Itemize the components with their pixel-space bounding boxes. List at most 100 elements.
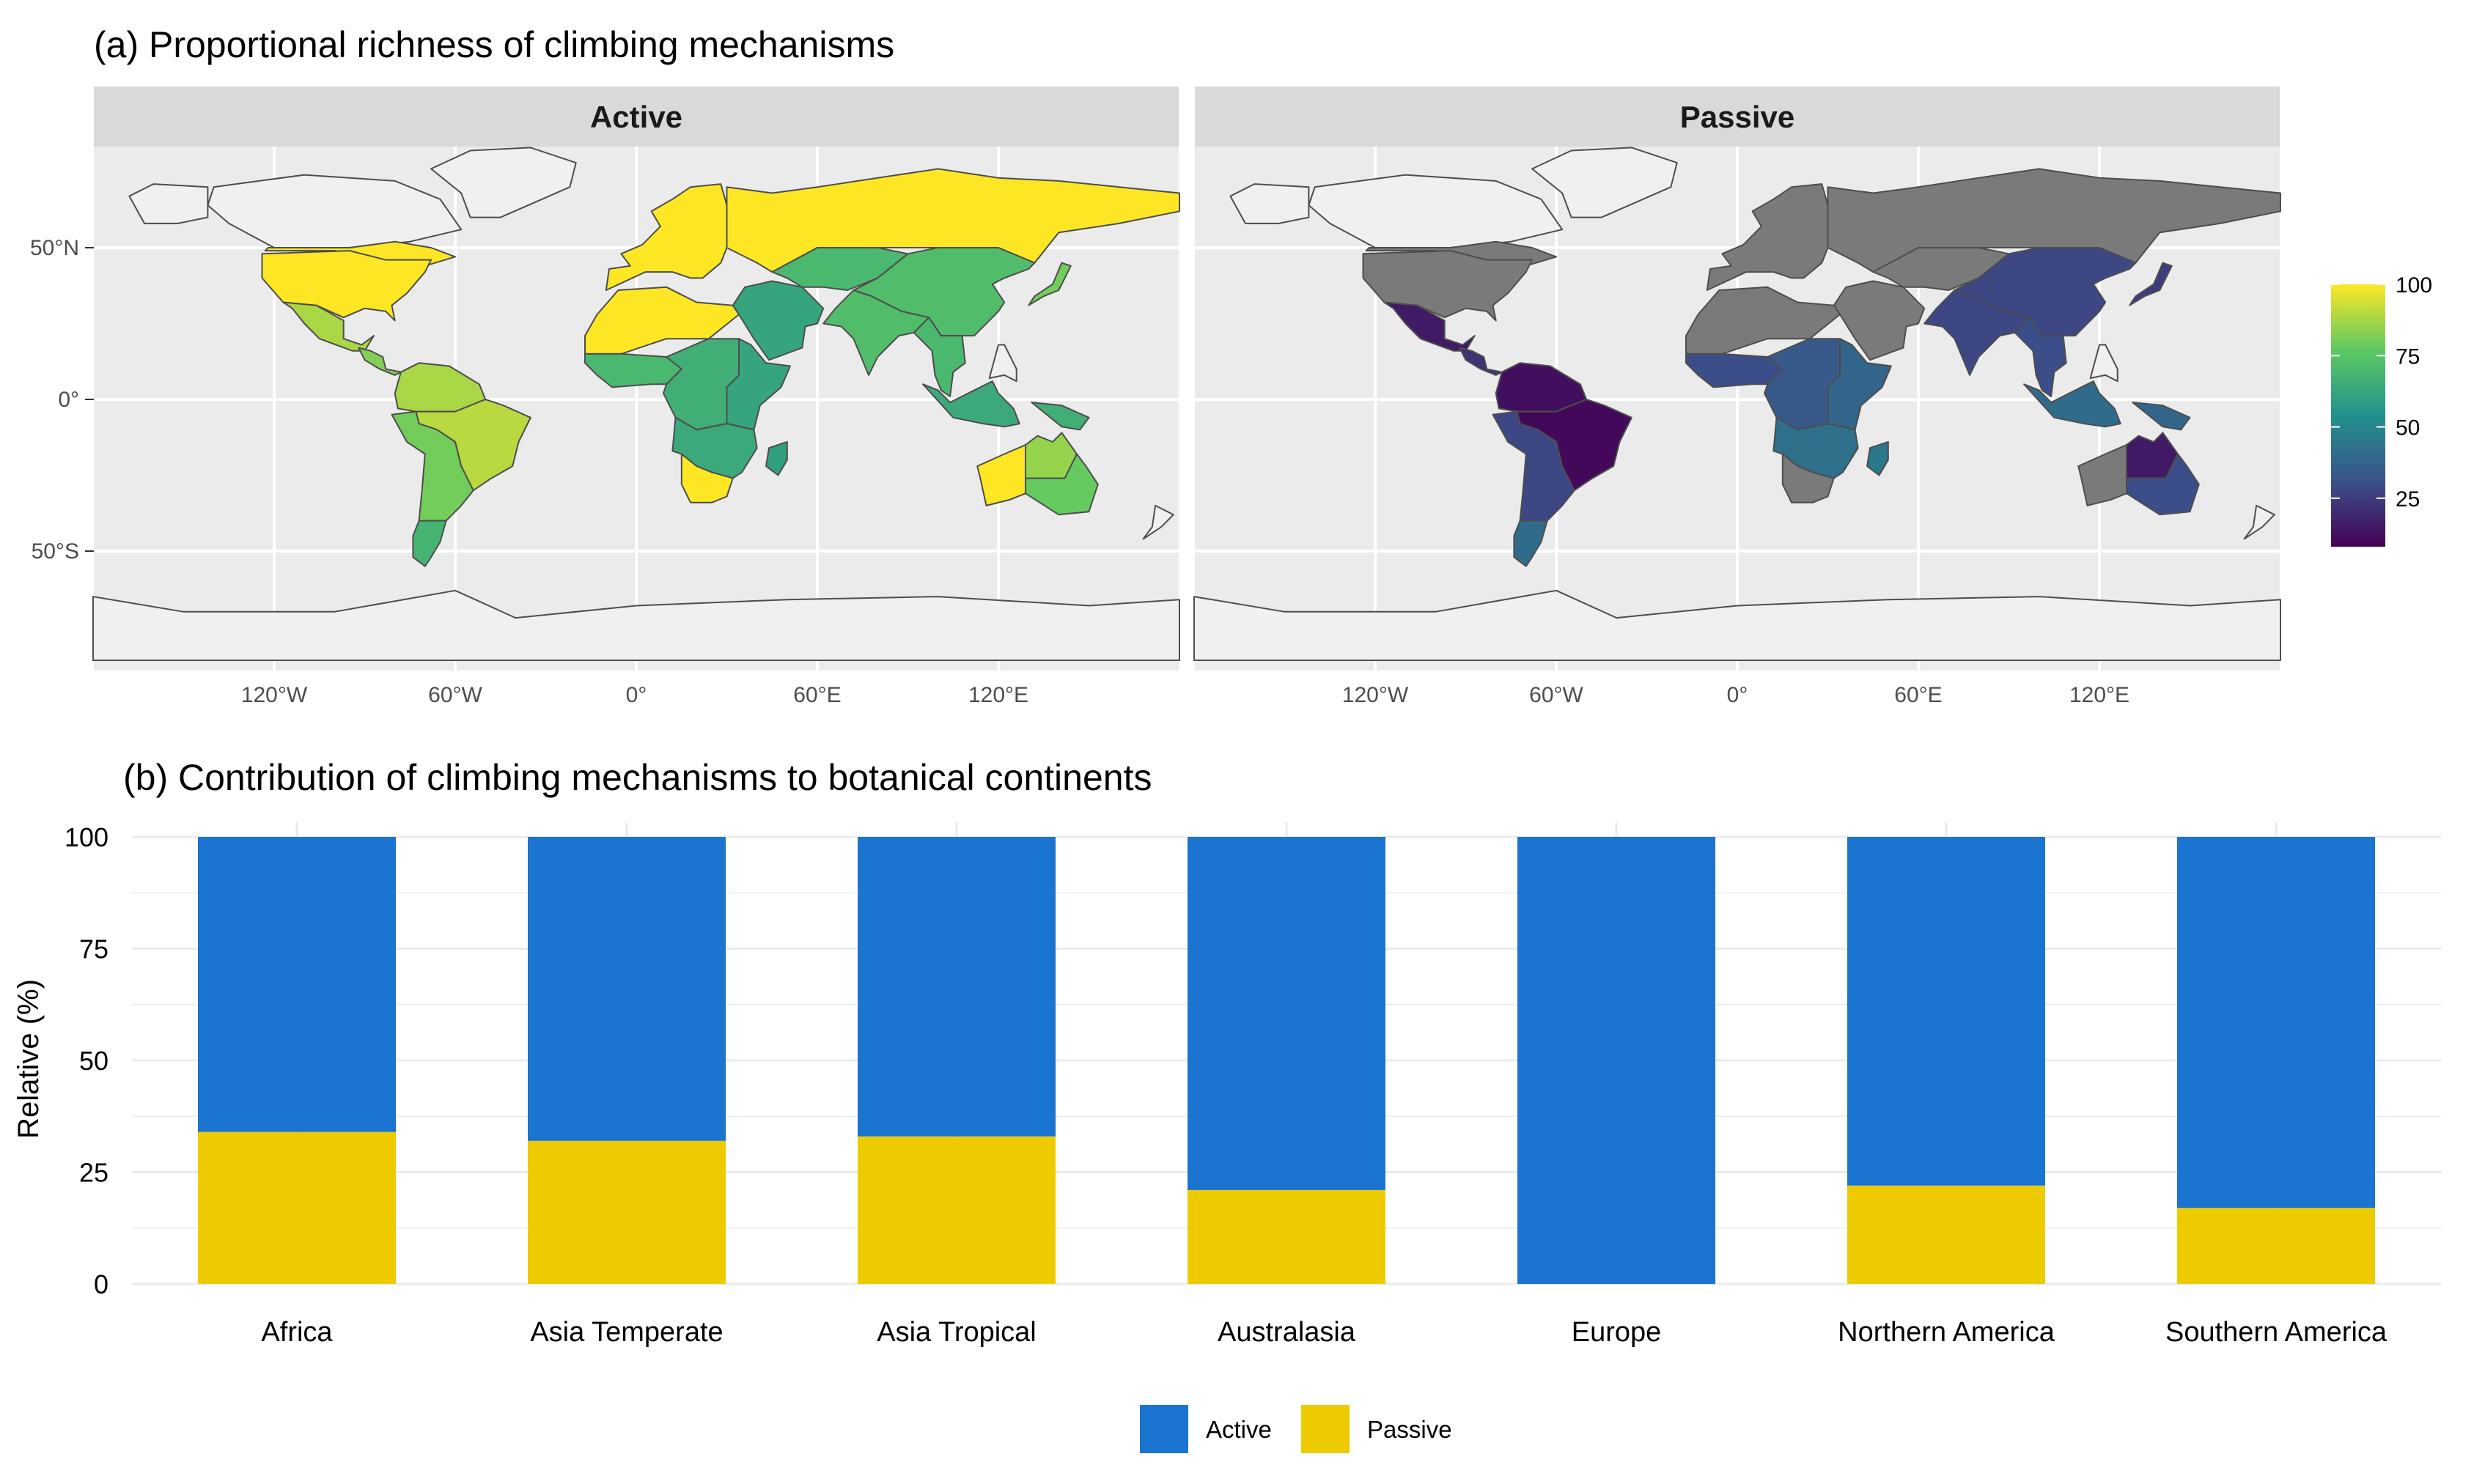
map-region (732, 280, 825, 361)
lon-tick-label: 0° (626, 683, 647, 707)
lon-tick-label: 60°E (793, 683, 841, 707)
map-region (1308, 174, 1564, 248)
panel-a: (a) Proportional richness of climbing me… (30, 24, 2432, 707)
bar-passive (1188, 1189, 1385, 1284)
map-region (605, 183, 728, 291)
bar-passive (1847, 1185, 2045, 1284)
map-region (1513, 520, 1548, 567)
category-label: Southern America (2165, 1317, 2388, 1348)
map-region (2126, 453, 2200, 516)
map-region (92, 589, 1180, 661)
map-region (2129, 262, 2173, 306)
lon-tick-label: 60°E (1894, 683, 1942, 707)
facet-active-label: Active (590, 100, 682, 134)
map-region (1531, 147, 1678, 218)
map-region (1383, 301, 1476, 352)
map-region (1492, 410, 1575, 522)
map-region (1685, 352, 1783, 388)
map-region (584, 352, 682, 388)
y-tick-label: 100 (65, 822, 108, 852)
facet-active: Active 50°N 0° 50°S (30, 86, 1180, 707)
bar-active (528, 837, 726, 1141)
map-region (1025, 453, 1099, 516)
colorbar-gradient (2331, 284, 2385, 547)
colorbar-tick-label: 100 (2396, 273, 2432, 298)
map-region (282, 301, 375, 352)
map-region (1193, 589, 2281, 661)
map-region (726, 338, 791, 431)
y-axis-title: Relative (%) (12, 979, 45, 1139)
category-label: Africa (261, 1317, 333, 1348)
panel-a-title: (a) Proportional richness of climbing me… (94, 24, 894, 65)
active-lat-axis: 50°N 0° 50°S (30, 236, 94, 564)
map-region (2132, 402, 2191, 431)
y-tick-label: 75 (79, 934, 108, 964)
map-region (913, 317, 966, 397)
map-region (853, 247, 1036, 337)
legend-key-passive (1301, 1405, 1350, 1453)
active-lon-axis: 120°W 60°W 0° 60°E 120°E (241, 683, 1028, 707)
map-region (1827, 338, 1892, 431)
bar-active (858, 837, 1056, 1137)
map-region (771, 247, 909, 291)
colorbar-tick-label: 25 (2396, 487, 2420, 512)
map-region (1028, 262, 1072, 306)
map-region (988, 344, 1017, 383)
colorbar-tick-label: 75 (2396, 344, 2420, 369)
map-region (128, 183, 209, 224)
map-region (207, 174, 463, 248)
facet-passive: Passive 120°W 60°W 0° 60°E 120°E (1193, 86, 2281, 707)
y-tick-label: 0 (94, 1269, 108, 1299)
bar-passive (2177, 1208, 2375, 1284)
category-label: Europe (1572, 1317, 1662, 1348)
bar-active (2177, 837, 2375, 1208)
map-region (2077, 444, 2128, 506)
bar-passive (528, 1140, 726, 1284)
legend: Active Passive (1140, 1405, 1452, 1453)
legend-label: Passive (1367, 1416, 1452, 1443)
panel-b: (b) Contribution of climbing mechanisms … (12, 757, 2441, 1453)
map-region (765, 441, 788, 476)
map-region (922, 380, 1020, 428)
lat-tick-label: 0° (58, 388, 79, 412)
map-region (391, 410, 474, 522)
passive-lon-axis: 120°W 60°W 0° 60°E 120°E (1342, 683, 2129, 707)
bar-active (1188, 837, 1385, 1190)
map-region (2089, 344, 2118, 383)
facet-passive-strip (1195, 86, 2280, 147)
lon-tick-label: 120°E (968, 683, 1028, 707)
panel-b-title: (b) Contribution of climbing mechanisms … (123, 757, 1152, 798)
legend-label: Active (1206, 1416, 1272, 1443)
map-region (1872, 247, 2010, 291)
bar-active (198, 837, 396, 1132)
map-region (976, 444, 1026, 506)
map-region (680, 453, 734, 503)
map-region (1142, 504, 1174, 540)
map-region (1781, 453, 1835, 503)
map-active (92, 147, 1180, 661)
map-region (2014, 317, 2067, 397)
bar-y-ticks: 0 25 50 75 100 (65, 822, 108, 1299)
lon-tick-label: 120°W (241, 683, 308, 707)
bars (198, 837, 2375, 1284)
map-passive (1193, 147, 2281, 661)
map-region (1706, 183, 1829, 291)
category-label: Asia Tropical (877, 1317, 1037, 1348)
y-tick-label: 25 (79, 1158, 108, 1188)
map-region (1031, 402, 1090, 431)
legend-key-active (1140, 1405, 1188, 1453)
lon-tick-label: 120°E (2069, 683, 2129, 707)
category-label: Asia Temperate (530, 1317, 723, 1348)
map-region (1954, 247, 2137, 337)
map-region (1833, 280, 1926, 361)
category-label: Australasia (1218, 1317, 1356, 1348)
lon-tick-label: 60°W (1529, 683, 1583, 707)
map-region (412, 520, 447, 567)
y-tick-label: 50 (79, 1046, 108, 1076)
colorbar-tick-label: 50 (2396, 416, 2420, 440)
bar-category-labels: Africa Asia Temperate Asia Tropical Austral… (261, 1317, 2387, 1348)
bar-passive (858, 1136, 1056, 1284)
map-region (2243, 504, 2275, 540)
lon-tick-label: 0° (1727, 683, 1748, 707)
